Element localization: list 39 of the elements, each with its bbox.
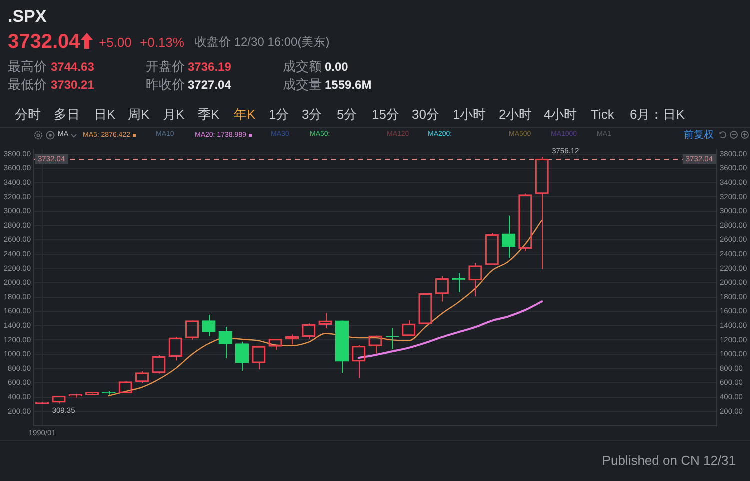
text: 2小时 — [499, 107, 532, 123]
text: 4小时 — [544, 107, 578, 123]
text: 年K — [234, 107, 256, 123]
text: 3730.21 — [51, 78, 94, 92]
text: 5分 — [337, 107, 358, 123]
text: 成交额 — [283, 59, 322, 75]
text: 昨收价 — [146, 77, 185, 93]
text: 1小时 — [453, 107, 486, 123]
text: 3727.04 — [188, 78, 232, 92]
text: +5.00 — [99, 34, 132, 50]
text: 3分 — [302, 107, 322, 123]
text: 多日 — [54, 107, 80, 123]
text: 0.00 — [325, 60, 348, 74]
text: Tick — [591, 107, 614, 123]
text: 季K — [198, 107, 220, 123]
chart-title: .SPX — [8, 6, 47, 27]
text: 周K — [128, 107, 150, 123]
text: 分时 — [15, 107, 41, 123]
text: 3744.63 — [51, 60, 94, 74]
candlestick — [386, 327, 400, 350]
text: 前复权 — [684, 130, 714, 142]
text: 月K — [163, 107, 185, 123]
text: 1分 — [269, 107, 290, 123]
text: 3736.19 — [188, 60, 232, 74]
text: 30分 — [412, 107, 440, 123]
text: 日K — [94, 107, 116, 123]
text: 开盘价 — [146, 59, 185, 75]
candlestick — [335, 320, 350, 374]
text: +0.13% — [140, 34, 184, 50]
line-series — [108, 220, 543, 397]
text: 1559.6M — [325, 78, 372, 92]
text: 最低价 — [8, 77, 47, 93]
text: 15分 — [372, 107, 400, 123]
text: 成交量 — [283, 77, 322, 93]
text: Published on CN 12/31 — [602, 453, 736, 469]
text: 3732.04 — [8, 30, 80, 54]
text: 6月：日K — [630, 107, 685, 123]
text: 最高价 — [8, 59, 47, 75]
text: 收盘价 12/30 16:00(美东) — [195, 35, 330, 50]
